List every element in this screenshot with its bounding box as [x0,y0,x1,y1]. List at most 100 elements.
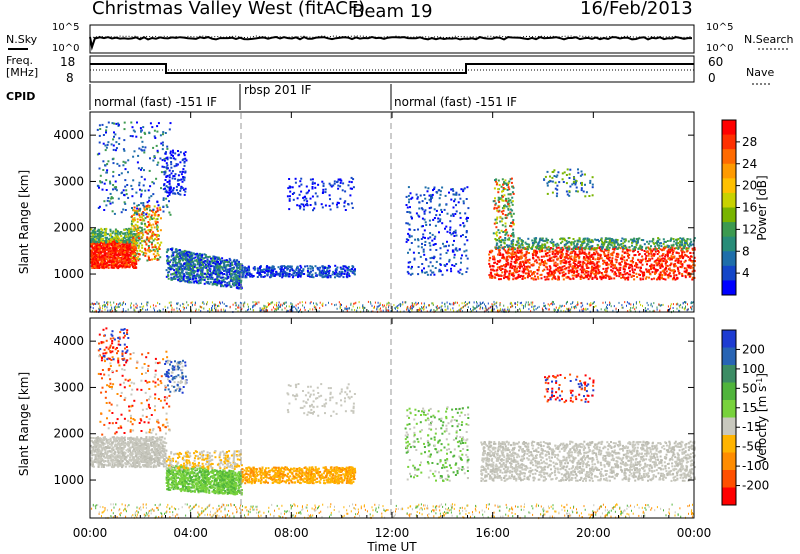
data-pixel [142,184,145,187]
data-pixel [520,274,522,277]
data-pixel [444,194,447,197]
data-pixel [296,265,299,268]
data-pixel [111,250,114,253]
data-pixel [132,240,135,243]
data-pixel [684,254,687,256]
data-pixel [174,250,177,253]
data-pixel [311,181,314,184]
data-pixel [522,275,524,278]
data-pixel [216,279,219,282]
data-pixel [192,277,195,280]
data-pixel [182,252,185,255]
data-pixel [318,272,321,275]
data-pixel [454,198,457,201]
data-pixel [116,241,119,243]
data-pixel [578,252,581,255]
data-pixel [337,272,339,275]
data-pixel [179,263,182,266]
data-pixel [166,145,169,148]
data-pixel [589,261,592,264]
data-pixel [563,265,566,267]
data-pixel [671,253,674,255]
data-pixel [106,143,109,146]
data-pixel [622,268,625,271]
data-pixel [519,257,522,260]
data-pixel [650,278,653,281]
data-pixel [559,248,562,251]
data-pixel [157,204,160,207]
data-pixel [417,245,420,248]
data-pixel [182,250,185,253]
data-pixel [181,265,184,267]
data-pixel [550,256,553,259]
data-pixel [670,269,673,272]
data-pixel [247,268,250,271]
data-pixel [122,265,125,268]
data-pixel [335,268,338,271]
data-pixel [295,274,297,277]
data-pixel [640,261,643,264]
data-pixel [490,274,493,277]
data-pixel [127,233,130,236]
data-pixel [528,261,531,264]
data-pixel [185,280,188,283]
data-pixel [602,262,605,265]
data-pixel [456,249,459,252]
data-pixel [175,267,178,270]
data-pixel [287,267,289,270]
data-pixel [489,275,492,278]
data-pixel [460,188,463,191]
data-pixel [408,223,411,226]
data-pixel [100,260,103,263]
data-pixel [548,257,551,260]
data-pixel [203,262,206,265]
data-pixel [619,266,622,269]
data-pixel [684,276,687,279]
data-pixel [235,263,237,266]
data-pixel [100,251,102,254]
data-pixel [331,202,334,205]
data-pixel [619,247,622,250]
data-pixel [182,158,185,161]
data-pixel [497,253,500,256]
data-pixel [165,166,168,169]
cpid-segment-3: normal (fast) -151 IF [394,95,517,109]
data-pixel [205,255,208,258]
data-pixel [406,206,409,209]
data-pixel [152,239,155,242]
data-pixel [449,226,452,229]
data-pixel [446,269,449,272]
data-pixel [565,253,568,256]
data-pixel [132,155,135,158]
data-pixel [570,251,573,254]
data-pixel [193,281,196,284]
data-pixel [503,274,506,277]
data-pixel [108,258,111,261]
data-pixel [439,218,442,221]
data-pixel [591,271,594,274]
data-pixel [143,169,145,172]
data-pixel [587,260,589,263]
data-pixel [181,270,183,273]
data-pixel [489,271,492,274]
data-pixel [115,239,118,242]
data-pixel [680,249,683,252]
data-pixel [670,258,673,261]
data-pixel [651,257,654,260]
data-pixel [90,259,93,262]
data-pixel [261,269,264,272]
data-pixel [658,264,661,267]
data-pixel [566,246,569,249]
data-pixel [217,256,220,259]
data-pixel [281,265,284,268]
data-pixel [453,264,456,267]
data-pixel [615,258,618,261]
data-pixel [209,277,212,280]
data-pixel [140,189,143,192]
data-pixel [343,272,346,275]
data-pixel [112,162,115,165]
data-pixel [97,207,100,209]
data-pixel [581,251,584,254]
data-pixel [179,265,182,268]
data-pixel [169,265,172,268]
